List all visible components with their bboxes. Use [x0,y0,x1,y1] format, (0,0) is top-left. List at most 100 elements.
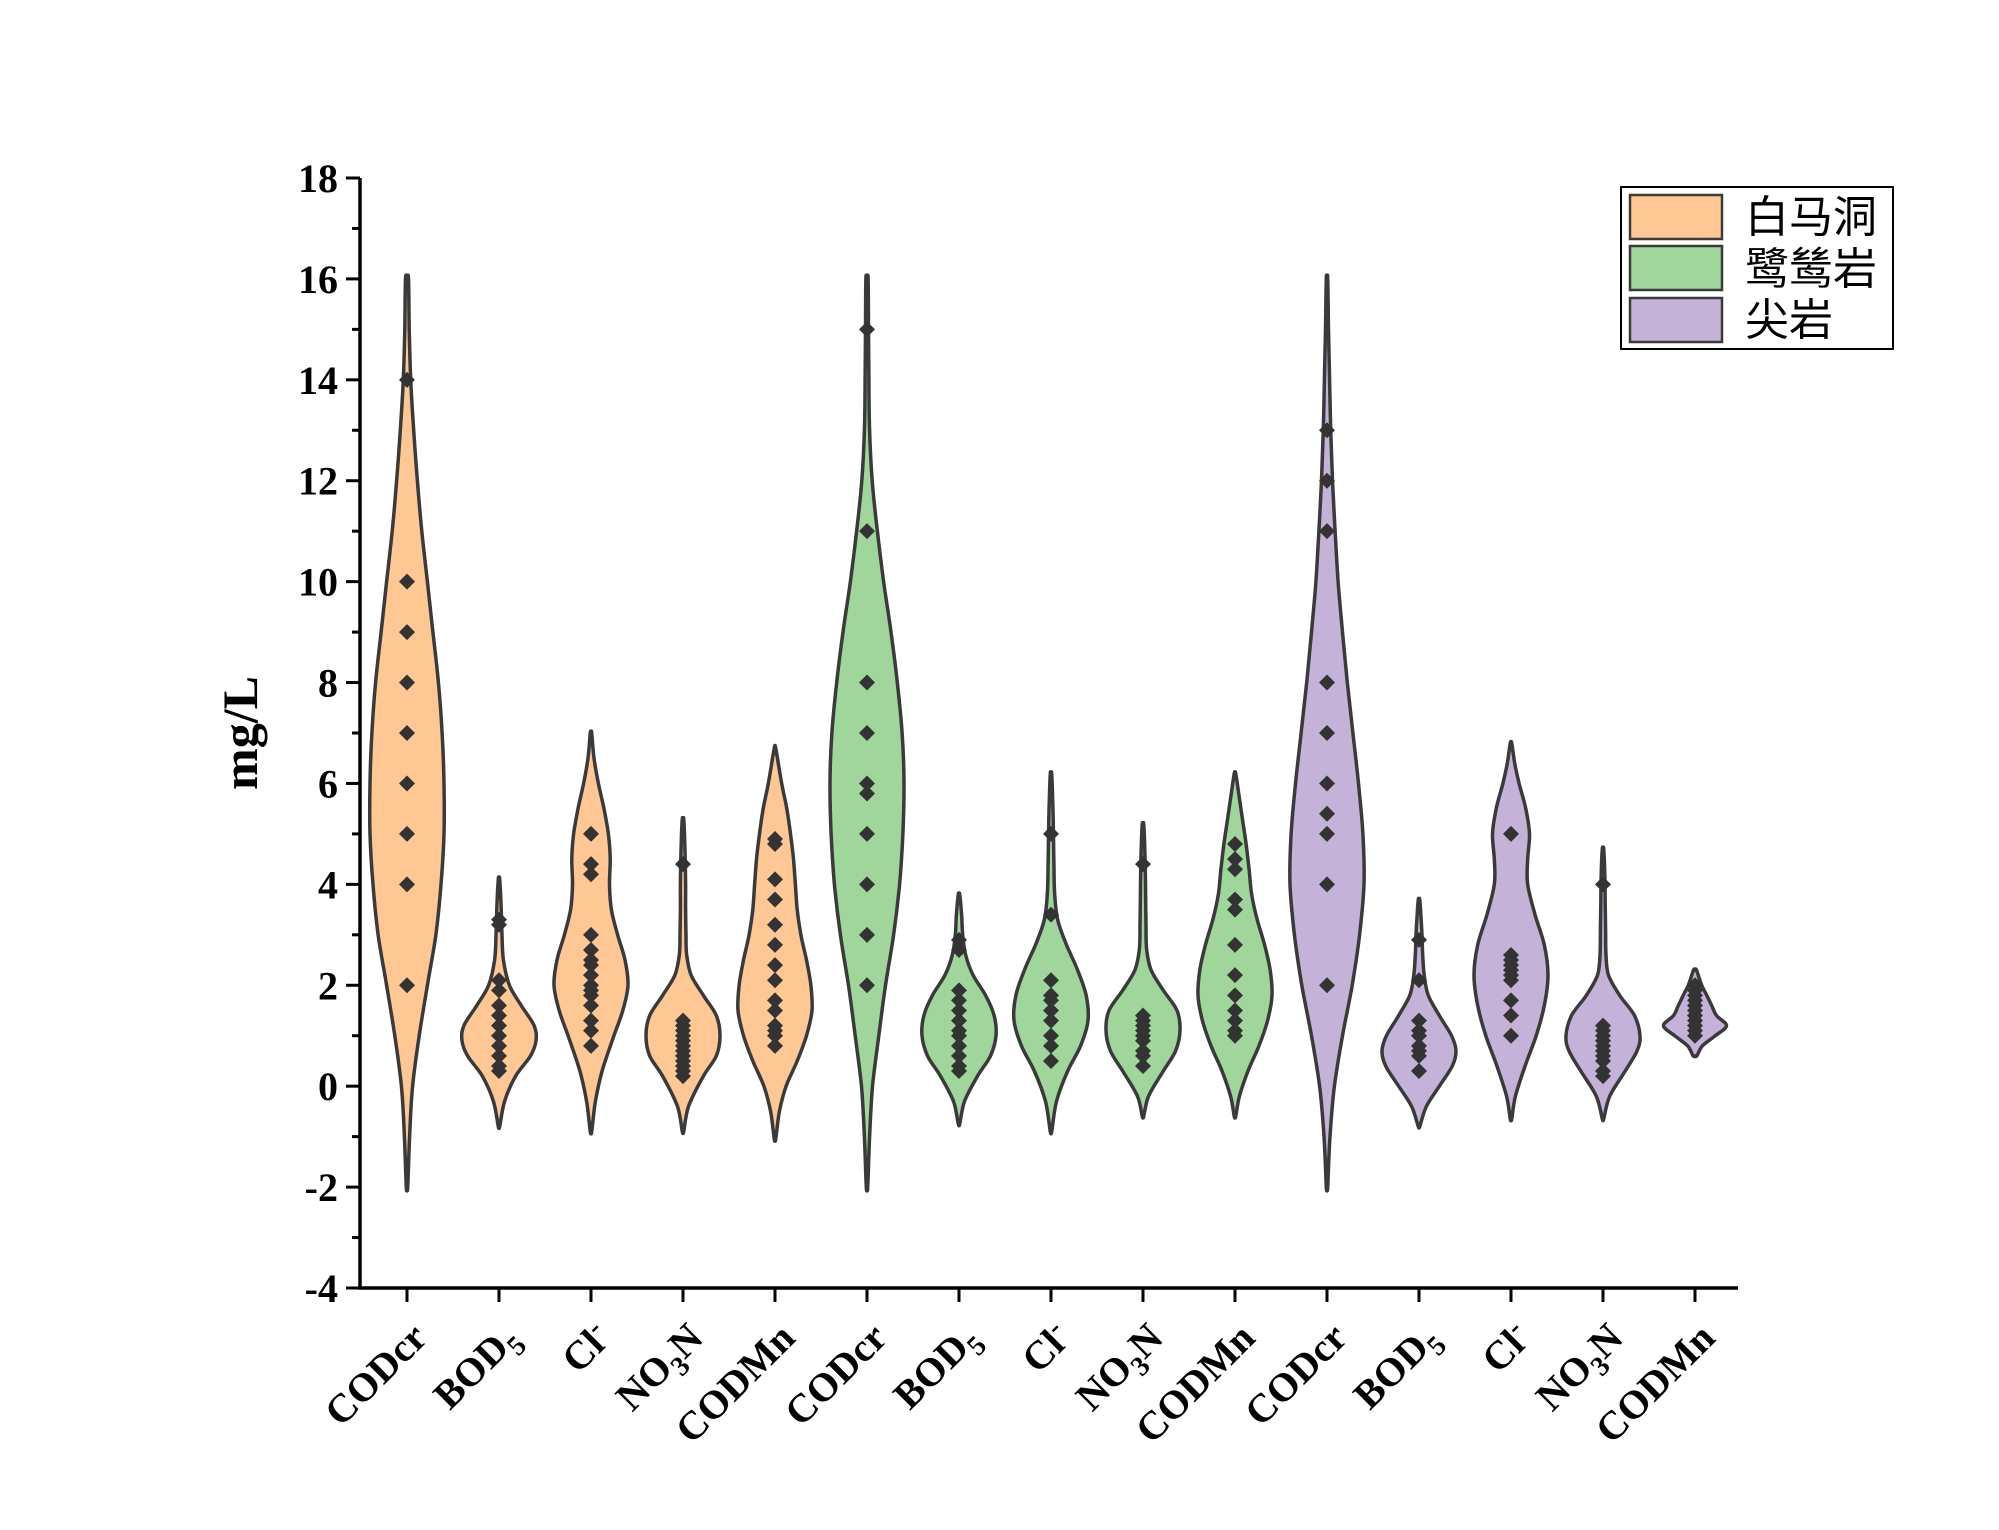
data-point [583,1012,599,1029]
data-point [1319,523,1335,540]
data-point [1227,987,1243,1004]
data-point [1043,1012,1059,1029]
data-point [767,916,783,933]
data-point [583,1022,599,1039]
data-point [583,987,599,1004]
data-point [399,977,415,994]
data-point [491,916,507,933]
data-point [1227,1012,1243,1029]
data-point [1319,825,1335,842]
data-point [399,876,415,893]
data-point [1227,967,1243,984]
data-point [1411,1027,1427,1044]
data-point [1135,1047,1151,1064]
data-point [1227,836,1243,852]
data-point [951,1047,967,1064]
y-tick-label: 2 [318,963,338,1008]
y-tick-label: 6 [318,761,338,806]
data-point [767,992,783,1009]
data-point [1135,856,1151,873]
data-point [1227,1002,1243,1019]
data-point [491,1027,507,1044]
data-point [1227,891,1243,908]
violin-白马洞-NO3N [644,815,722,1136]
legend-swatch-0 [1628,193,1724,241]
data-point [583,967,599,984]
data-point [1503,1007,1519,1024]
data-point [491,982,507,999]
data-point [767,957,783,974]
legend-label-0: 白马洞 [1745,192,1877,243]
data-point [675,1068,691,1085]
data-point [1319,775,1335,792]
violin-鹭鸶岩-Cl- [1011,770,1091,1136]
y-tick-label: -2 [305,1165,338,1210]
data-point [1043,1002,1059,1019]
data-point [951,1012,967,1029]
x-tick-label: BOD5​ [424,1315,533,1424]
data-point [583,926,599,943]
violin-鹭鸶岩-NO3N [1104,820,1182,1120]
data-point [859,321,875,338]
data-point [1135,1058,1151,1074]
data-point [1135,1032,1151,1049]
data-point [859,674,875,691]
data-point [1043,1052,1059,1069]
x-tick-label: CODcr [316,1315,436,1435]
violin-尖岩-NO3N [1564,845,1642,1123]
data-point [399,674,415,691]
data-point [951,941,967,958]
data-point [951,1027,967,1044]
data-point [767,1002,783,1019]
data-point [399,775,415,792]
legend-label-1: 鹭鸶岩 [1745,244,1877,295]
data-point [491,997,507,1014]
data-point [767,972,783,989]
x-tick-label: Cl- [1471,1313,1539,1381]
data-point [1043,972,1059,989]
x-tick-label: CODcr [776,1315,896,1435]
data-point [1411,1047,1427,1064]
data-point [1411,1012,1427,1029]
data-point [491,1037,507,1054]
data-point [399,624,415,641]
legend-label-2: 尖岩 [1745,295,1833,346]
data-point [859,876,875,893]
data-point [859,825,875,842]
x-tick-label: BOD5​ [1344,1315,1453,1424]
x-tick-label: BOD5​ [884,1315,993,1424]
data-point [1319,805,1335,822]
y-tick-label: 4 [318,862,338,907]
violin-尖岩-Cl- [1472,739,1550,1123]
violin-group [367,273,1729,1193]
data-point [767,836,783,852]
data-point [951,982,967,999]
data-point [951,992,967,1009]
data-point [491,1007,507,1024]
legend: 白马洞 鹭鸶岩 尖岩 [1620,186,1894,350]
data-point [491,1047,507,1064]
y-tick-label: 18 [298,156,338,201]
data-point [859,977,875,994]
y-tick-label: 10 [298,560,338,605]
data-point [675,856,691,873]
data-point [1503,825,1519,842]
data-point [1319,674,1335,691]
x-tick-label: CODcr [1236,1315,1356,1435]
data-point [491,1063,507,1080]
y-tick-label: 0 [318,1064,338,1109]
y-axis-title: mg/L [212,676,268,790]
data-point [1043,1027,1059,1044]
data-point [1503,992,1519,1009]
y-tick-label: 16 [298,257,338,302]
data-point [951,931,967,948]
data-point [859,785,875,802]
y-tick-label: 8 [318,661,338,706]
x-tick-label: Cl- [1011,1313,1079,1381]
data-point [399,371,415,388]
data-point [1319,725,1335,741]
y-ticks: -4 -2 0 2 4 6 8 10 12 14 16 18 [298,156,360,1311]
data-point [1411,972,1427,989]
